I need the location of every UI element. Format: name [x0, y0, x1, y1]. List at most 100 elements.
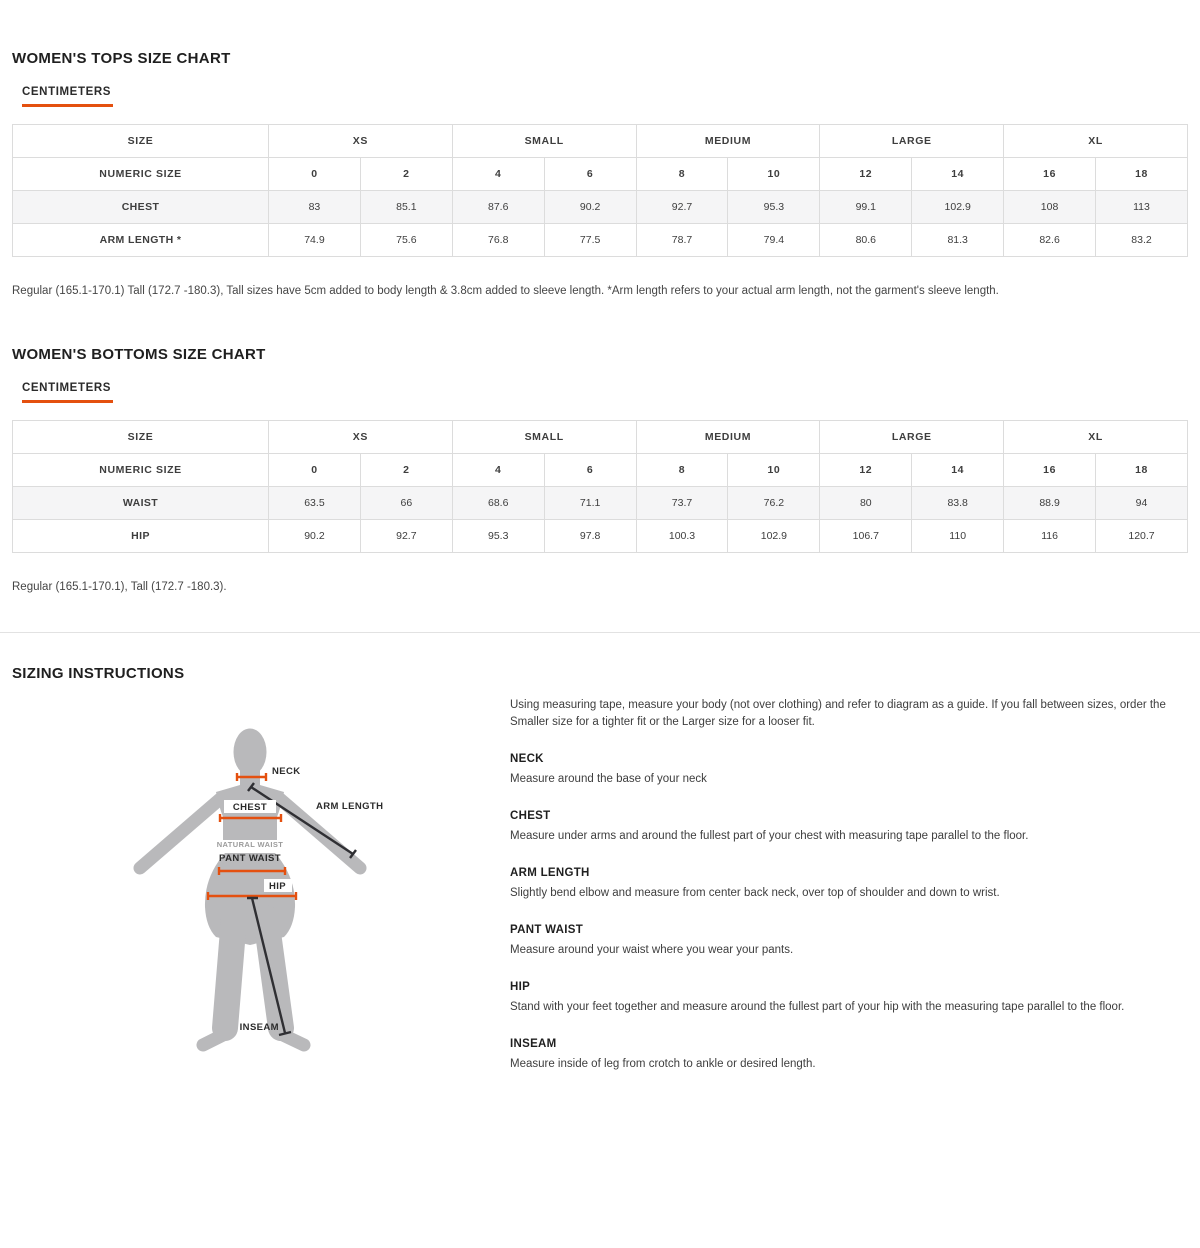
row-label-arm-length: ARM LENGTH *	[12, 223, 269, 257]
measurement-cell: 76.8	[451, 223, 545, 257]
measurement-cell: 106.7	[819, 519, 913, 553]
numeric-size-cell: 0	[268, 453, 361, 487]
tops-numeric-size-row: NUMERIC SIZE 0 2 4 6 8 10 12 14 16 18	[12, 157, 1188, 191]
hip-label-plate	[264, 879, 292, 892]
measurement-cell: 102.9	[911, 190, 1005, 224]
chest-measure-line	[218, 814, 283, 822]
tab-centimeters-bottoms[interactable]: CENTIMETERS	[22, 382, 114, 403]
diagram-chest-label: CHEST	[233, 802, 267, 813]
measurement-cell: 79.4	[727, 223, 821, 257]
instruction-label: CHEST	[510, 810, 551, 822]
numeric-size-cell: 6	[543, 157, 637, 191]
instruction-text: Measure around your waist where you wear…	[510, 944, 794, 956]
instruction-label: INSEAM	[510, 1038, 557, 1050]
measurement-cell: 74.9	[268, 223, 361, 257]
bottoms-size-table: SIZE XS SMALL MEDIUM LARGE XL NUMERIC SI…	[12, 420, 1188, 553]
measurement-cell: 95.3	[727, 190, 821, 224]
measurement-cell: 97.8	[543, 519, 637, 553]
chest-label-plate	[224, 800, 276, 813]
numeric-size-cell: 18	[1095, 157, 1188, 191]
numeric-size-cell: 16	[1003, 453, 1097, 487]
bottoms-numeric-size-row: NUMERIC SIZE 0 2 4 6 8 10 12 14 16 18	[12, 453, 1188, 487]
numeric-size-cell: 2	[359, 157, 453, 191]
instruction-text: Stand with your feet together and measur…	[510, 1001, 1125, 1013]
size-group-cell: LARGE	[819, 124, 1005, 158]
numeric-size-header-label: NUMERIC SIZE	[12, 157, 269, 191]
instruction-label: NECK	[510, 753, 544, 765]
size-group-cell: MEDIUM	[635, 124, 821, 158]
hip-measure-line	[206, 892, 298, 900]
bottoms-section-title: WOMEN'S BOTTOMS SIZE CHART	[12, 346, 266, 363]
size-group-cell: LARGE	[819, 420, 1005, 454]
female-silhouette-figure	[133, 728, 367, 1052]
numeric-size-cell: 18	[1095, 453, 1188, 487]
arm-length-measure-line	[247, 782, 357, 859]
instruction-text: Measure around the base of your neck	[510, 773, 707, 785]
diagram-inseam-label: INSEAM	[240, 1022, 279, 1033]
instruction-label: ARM LENGTH	[510, 867, 590, 879]
instruction-text: Measure under arms and around the fulles…	[510, 830, 1029, 842]
size-header-label: SIZE	[12, 420, 269, 454]
tops-chest-row: CHEST 83 85.1 87.6 90.2 92.7 95.3 99.1 1…	[12, 190, 1188, 224]
measurement-cell: 83	[268, 190, 361, 224]
diagram-hip-label: HIP	[269, 881, 286, 892]
measurement-cell: 73.7	[635, 486, 729, 520]
tab-centimeters-tops[interactable]: CENTIMETERS	[22, 86, 114, 107]
instruction-item-chest: CHEST Measure under arms and around the …	[510, 808, 1180, 845]
measurement-cell: 113	[1095, 190, 1188, 224]
numeric-size-cell: 16	[1003, 157, 1097, 191]
section-divider	[0, 632, 1200, 633]
instruction-item-inseam: INSEAM Measure inside of leg from crotch…	[510, 1036, 1180, 1073]
instruction-text: Measure inside of leg from crotch to ank…	[510, 1058, 816, 1070]
measurement-cell: 71.1	[543, 486, 637, 520]
measurement-cell: 116	[1003, 519, 1097, 553]
tops-arm-length-row: ARM LENGTH * 74.9 75.6 76.8 77.5 78.7 79…	[12, 223, 1188, 257]
tops-size-group-row: SIZE XS SMALL MEDIUM LARGE XL	[12, 124, 1188, 158]
inseam-measure-line	[247, 896, 292, 1037]
row-label-chest: CHEST	[12, 190, 269, 224]
numeric-size-cell: 8	[635, 453, 729, 487]
measurement-cell: 110	[911, 519, 1005, 553]
measurement-cell: 78.7	[635, 223, 729, 257]
measurement-cell: 83.8	[911, 486, 1005, 520]
numeric-size-header-label: NUMERIC SIZE	[12, 453, 269, 487]
numeric-size-cell: 14	[911, 453, 1005, 487]
measurement-cell: 92.7	[359, 519, 453, 553]
numeric-size-cell: 4	[451, 157, 545, 191]
measurement-cell: 81.3	[911, 223, 1005, 257]
measurement-cell: 83.2	[1095, 223, 1188, 257]
numeric-size-cell: 2	[359, 453, 453, 487]
tops-note: Regular (165.1-170.1) Tall (172.7 -180.3…	[12, 285, 999, 297]
bottoms-waist-row: WAIST 63.5 66 68.6 71.1 73.7 76.2 80 83.…	[12, 486, 1188, 520]
size-chart-page: WOMEN'S TOPS SIZE CHART CENTIMETERS SIZE…	[0, 48, 1200, 1248]
size-group-cell: SMALL	[451, 420, 637, 454]
tops-size-table: SIZE XS SMALL MEDIUM LARGE XL NUMERIC SI…	[12, 124, 1188, 257]
measurement-cell: 108	[1003, 190, 1097, 224]
bottoms-note: Regular (165.1-170.1), Tall (172.7 -180.…	[12, 581, 227, 593]
measurement-cell: 80	[819, 486, 913, 520]
measurement-cell: 92.7	[635, 190, 729, 224]
diagram-arm-length-label: ARM LENGTH	[316, 801, 383, 812]
measurement-cell: 85.1	[359, 190, 453, 224]
measurement-cell: 80.6	[819, 223, 913, 257]
numeric-size-cell: 14	[911, 157, 1005, 191]
numeric-size-cell: 10	[727, 157, 821, 191]
diagram-natural-waist-label: NATURAL WAIST	[217, 840, 284, 849]
measurement-cell: 63.5	[268, 486, 361, 520]
measurement-cell: 87.6	[451, 190, 545, 224]
neck-measure-line	[235, 773, 268, 781]
body-diagram-column: NECK CHEST ARM LENGTH NATURAL WAIST PANT…	[12, 697, 510, 1073]
numeric-size-cell: 4	[451, 453, 545, 487]
diagram-neck-label: NECK	[272, 766, 301, 777]
bottoms-size-group-row: SIZE XS SMALL MEDIUM LARGE XL	[12, 420, 1188, 454]
numeric-size-cell: 12	[819, 453, 913, 487]
sizing-instructions-section: NECK CHEST ARM LENGTH NATURAL WAIST PANT…	[12, 697, 1188, 1073]
measurement-cell: 120.7	[1095, 519, 1188, 553]
size-group-cell: MEDIUM	[635, 420, 821, 454]
bottoms-hip-row: HIP 90.2 92.7 95.3 97.8 100.3 102.9 106.…	[12, 519, 1188, 553]
pant-waist-measure-line	[217, 867, 287, 875]
numeric-size-cell: 6	[543, 453, 637, 487]
measurement-cell: 77.5	[543, 223, 637, 257]
measurement-cell: 66	[359, 486, 453, 520]
instruction-text: Slightly bend elbow and measure from cen…	[510, 887, 1000, 899]
